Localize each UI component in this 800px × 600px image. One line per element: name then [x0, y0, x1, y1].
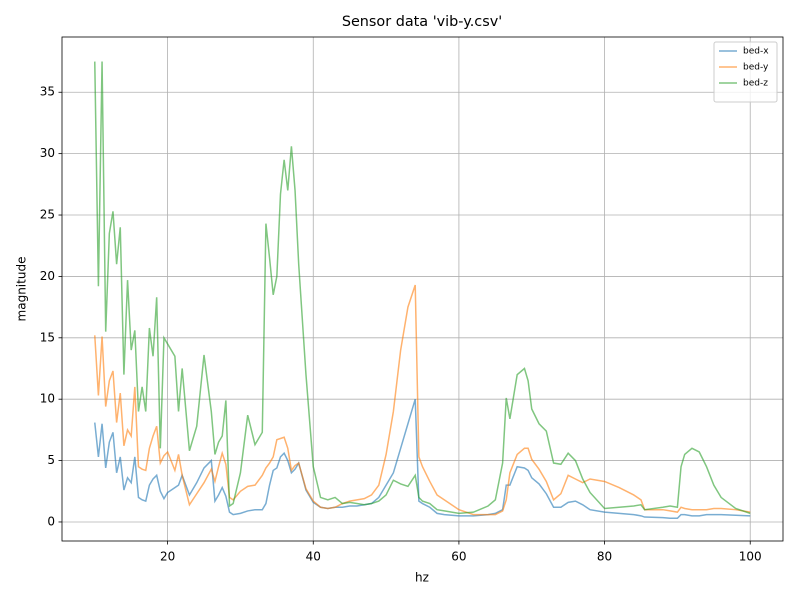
y-tick-label: 35 [40, 85, 55, 99]
y-tick-label: 25 [40, 208, 55, 222]
legend-box [713, 41, 778, 103]
x-tick-label: 100 [739, 550, 762, 564]
legend-label: bed-z [743, 79, 768, 89]
x-tick-label: 20 [160, 550, 175, 564]
plot-frame [61, 36, 784, 542]
data-line [94, 61, 751, 515]
x-tick-label: 80 [597, 550, 612, 564]
x-tick-label: 40 [306, 550, 321, 564]
legend-label: bed-x [743, 47, 769, 57]
data-line [94, 284, 751, 516]
x-axis-label: hz [415, 571, 429, 585]
legend: bed-x bed-y bed-z [713, 41, 778, 103]
chart-title: Sensor data 'vib-y.csv' [342, 14, 502, 30]
y-axis-label: magnitude [15, 257, 29, 322]
y-tick-label: 5 [47, 453, 55, 467]
y-tick-label: 10 [40, 392, 55, 406]
y-tick-label: 20 [40, 269, 55, 283]
legend-label: bed-y [743, 63, 769, 73]
y-tick-label: 15 [40, 330, 55, 344]
y-tick-label: 0 [47, 514, 55, 528]
x-tick-label: 60 [451, 550, 466, 564]
y-tick-label: 30 [40, 146, 55, 160]
